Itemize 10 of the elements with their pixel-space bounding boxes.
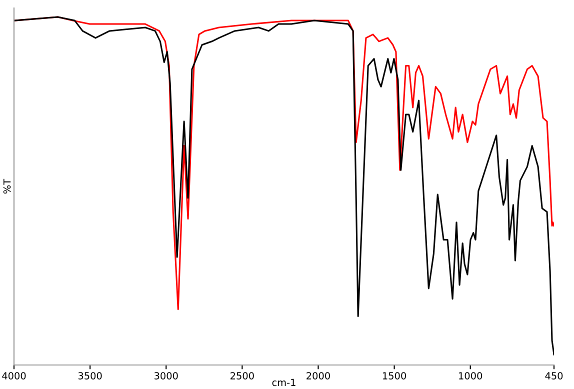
- x-tick-label: 1500: [382, 372, 406, 380]
- x-tick-label: 1000: [459, 372, 482, 380]
- y-axis-title: %T: [3, 178, 11, 194]
- x-tick-label: 450: [545, 372, 563, 380]
- x-tick-label: 3000: [154, 372, 178, 380]
- x-axis-title: cm-1: [272, 378, 296, 386]
- x-tick-label: 2500: [230, 372, 254, 380]
- x-tick-label: 3500: [78, 372, 102, 380]
- x-tick-label: 2000: [306, 372, 330, 380]
- x-tick-label: 4000: [2, 372, 26, 380]
